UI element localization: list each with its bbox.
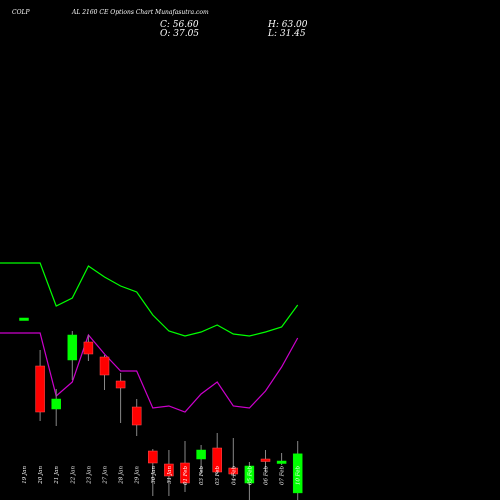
x-tick-label: 23 Jan xyxy=(86,466,92,485)
candle-body xyxy=(115,380,126,389)
candle xyxy=(148,449,158,496)
candle xyxy=(67,331,78,380)
x-tick-label: 06 Feb xyxy=(264,466,270,486)
x-tick-label: 21 Jan xyxy=(54,466,60,485)
candle-body xyxy=(148,450,158,464)
candle xyxy=(228,438,239,478)
candle xyxy=(51,389,61,426)
low-price: L: 31.45 xyxy=(268,29,306,39)
candle xyxy=(276,453,287,465)
candle xyxy=(19,317,29,321)
x-tick-label: 05 Feb xyxy=(247,466,253,486)
x-tick-label: 28 Jan xyxy=(119,466,125,485)
candle-body xyxy=(164,463,174,477)
candle xyxy=(99,355,110,390)
x-tick-label: 10 Feb xyxy=(296,466,302,486)
candle-body xyxy=(99,356,110,376)
candle-body xyxy=(292,453,303,494)
candle xyxy=(244,462,255,500)
candles xyxy=(19,317,303,500)
x-tick-label: 29 Jan xyxy=(135,466,141,485)
x-tick-label: 19 Jan xyxy=(22,466,28,484)
x-tick-label: 20 Jan xyxy=(38,466,44,485)
x-tick-label: 03 Feb xyxy=(215,466,221,486)
candle-body xyxy=(228,467,239,475)
candle xyxy=(83,335,94,361)
x-tick-labels: 19 Jan 20 Jan 21 Jan 22 Jan 23 Jan 27 Jan 28 J… xyxy=(22,466,302,486)
candle xyxy=(260,450,271,472)
candle-body xyxy=(35,365,45,413)
x-tick-label: 04 Feb xyxy=(231,466,237,486)
chart-subtitle: AL 2160 CE Options Chart Munafasutra.com xyxy=(72,9,209,16)
x-tick-label: 30 Jan xyxy=(151,466,157,484)
candle-body xyxy=(212,447,222,473)
x-tick-label: 07 Feb xyxy=(280,466,286,486)
candle-body xyxy=(276,460,287,464)
symbol-label: COLP xyxy=(12,9,30,16)
candle xyxy=(292,441,303,500)
x-tick-label: 03 Feb xyxy=(199,466,205,486)
high-price: H: 63.00 xyxy=(268,20,308,30)
upper-band-line xyxy=(0,262,299,337)
lower-band-line xyxy=(0,332,299,413)
close-price: C: 56.60 xyxy=(160,20,199,30)
candle-body xyxy=(244,465,255,484)
candle-body xyxy=(196,449,206,460)
open-price: O: 37.05 xyxy=(160,29,200,39)
candle xyxy=(164,450,174,496)
x-tick-label: 31 Jan xyxy=(167,466,173,484)
candle-body xyxy=(131,406,142,426)
candle xyxy=(115,373,126,423)
candle xyxy=(212,433,222,474)
indicator-lines xyxy=(0,262,299,413)
candle-body xyxy=(51,398,61,410)
candle xyxy=(196,445,206,474)
x-tick-label: 22 Jan xyxy=(70,466,76,485)
candle-body xyxy=(19,317,29,321)
candle-body xyxy=(83,341,94,355)
x-tick-label: 27 Jan xyxy=(103,466,109,485)
x-tick-label: 01 Feb xyxy=(183,466,189,486)
candle xyxy=(35,350,45,421)
candle-body xyxy=(67,334,78,361)
candle-body xyxy=(180,462,190,484)
candle xyxy=(131,399,142,436)
candle-body xyxy=(260,458,271,462)
candle xyxy=(180,441,190,492)
